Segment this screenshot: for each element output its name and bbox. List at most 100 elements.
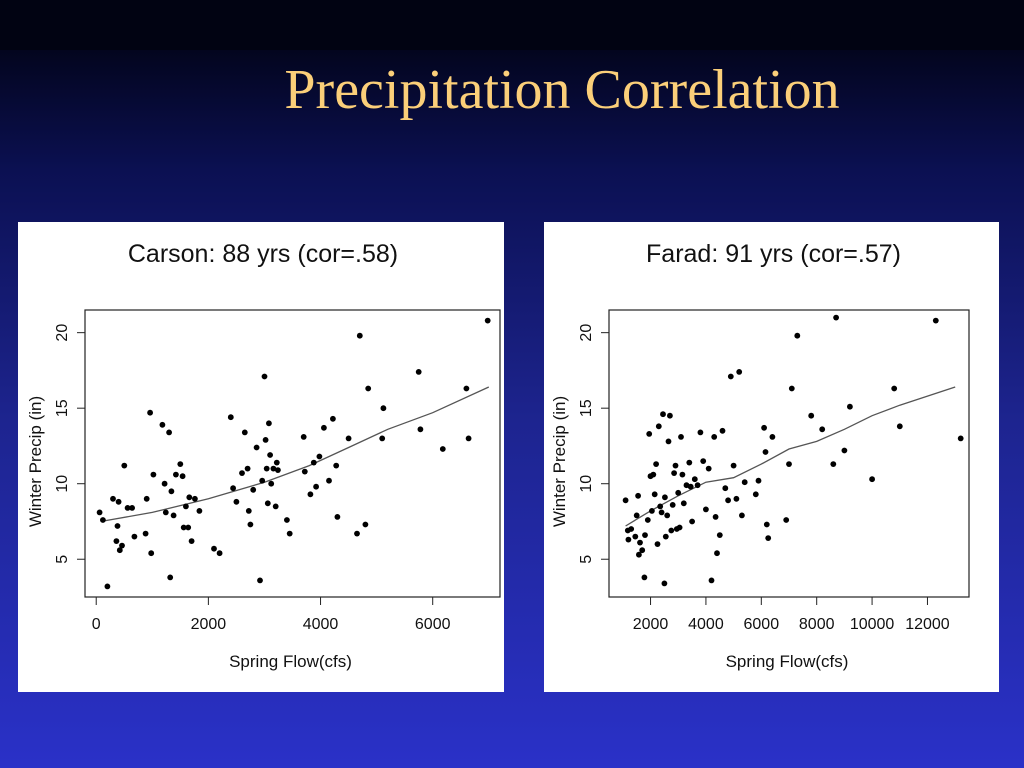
data-point <box>653 461 659 467</box>
data-point <box>268 480 275 487</box>
data-point <box>334 514 341 520</box>
data-point <box>463 385 470 392</box>
chart-panel-farad: Farad: 91 yrs (cor=.57) 2000 4000 6000 8000 1… <box>544 222 999 692</box>
data-point <box>104 583 111 590</box>
data-point <box>716 532 723 538</box>
chart-farad: Farad: 91 yrs (cor=.57) 2000 4000 6000 8000 1… <box>550 240 970 671</box>
data-point <box>639 547 646 554</box>
data-point <box>230 485 237 492</box>
data-point <box>650 471 657 478</box>
data-point <box>678 434 684 440</box>
data-point <box>725 497 731 504</box>
data-point <box>253 444 260 451</box>
data-point <box>712 514 719 520</box>
data-point <box>266 420 272 427</box>
data-point <box>216 550 223 557</box>
data-point <box>116 547 123 554</box>
x-tick-label: 2000 <box>633 616 669 633</box>
data-point <box>114 523 121 529</box>
data-point <box>270 465 277 472</box>
data-point <box>183 503 189 510</box>
data-point <box>675 489 682 496</box>
data-point <box>847 403 853 410</box>
data-point <box>687 483 694 490</box>
data-point <box>896 423 903 430</box>
data-point <box>330 415 336 422</box>
data-point <box>286 530 293 537</box>
data-point <box>245 508 252 514</box>
data-point <box>628 526 635 532</box>
data-point <box>150 471 157 478</box>
data-point <box>669 502 676 508</box>
y-tick-label: 15 <box>578 399 595 417</box>
data-point <box>465 435 472 442</box>
data-point <box>173 471 179 478</box>
data-point <box>113 538 120 544</box>
data-point <box>637 539 643 546</box>
data-point <box>380 405 387 412</box>
y-tick-label: 20 <box>578 324 595 342</box>
x-axis-label: Spring Flow(cfs) <box>229 652 352 671</box>
data-point <box>762 449 769 455</box>
x-tick-label: 0 <box>92 616 101 633</box>
y-tick-label: 5 <box>578 555 595 564</box>
y-axis-label: Winter Precip (in) <box>26 396 45 527</box>
data-point <box>635 492 641 499</box>
data-point <box>660 411 666 418</box>
x-tick-label: 6000 <box>744 616 780 633</box>
data-point <box>739 512 745 519</box>
data-point <box>310 459 317 466</box>
data-point <box>662 533 669 540</box>
data-point <box>110 495 116 502</box>
x-axis-label: Spring Flow(cfs) <box>726 652 849 671</box>
data-point <box>932 317 939 324</box>
data-point <box>730 462 737 469</box>
data-point <box>170 512 177 519</box>
data-point <box>316 453 323 460</box>
data-point <box>679 471 686 478</box>
data-point <box>649 508 655 514</box>
data-point <box>769 434 776 440</box>
data-point <box>129 505 135 511</box>
data-point <box>333 462 340 469</box>
data-point <box>752 491 759 498</box>
y-tick-label: 10 <box>578 475 595 493</box>
data-point <box>741 479 748 486</box>
data-point <box>651 491 658 498</box>
data-point <box>177 461 184 467</box>
data-point <box>143 495 150 502</box>
data-point <box>755 477 762 484</box>
top-band <box>0 0 1024 50</box>
data-point <box>783 517 790 523</box>
data-point <box>833 314 839 321</box>
data-point <box>179 473 186 480</box>
x-tick-label: 4000 <box>303 616 339 633</box>
chart-title: Carson: 88 yrs (cor=.58) <box>128 240 398 268</box>
data-point <box>115 498 122 505</box>
data-point <box>180 524 187 531</box>
y-tick-label: 10 <box>54 475 71 493</box>
data-point <box>633 512 640 519</box>
data-point <box>147 409 154 416</box>
data-point <box>263 465 270 472</box>
data-point <box>667 412 673 419</box>
data-point <box>168 488 175 495</box>
data-point <box>362 521 369 528</box>
data-point <box>694 482 701 489</box>
data-point <box>763 521 770 528</box>
data-point <box>307 491 314 498</box>
data-point <box>786 461 792 467</box>
data-point <box>658 509 665 516</box>
data-point <box>188 538 195 544</box>
data-point <box>321 424 327 431</box>
data-point <box>417 426 424 433</box>
data-point <box>356 332 363 339</box>
data-point <box>808 412 815 419</box>
data-point <box>705 465 712 472</box>
data-point <box>891 385 898 392</box>
data-point <box>131 533 138 540</box>
data-point <box>142 530 149 537</box>
data-point <box>733 495 740 502</box>
data-point <box>661 580 668 587</box>
data-point <box>841 447 848 454</box>
